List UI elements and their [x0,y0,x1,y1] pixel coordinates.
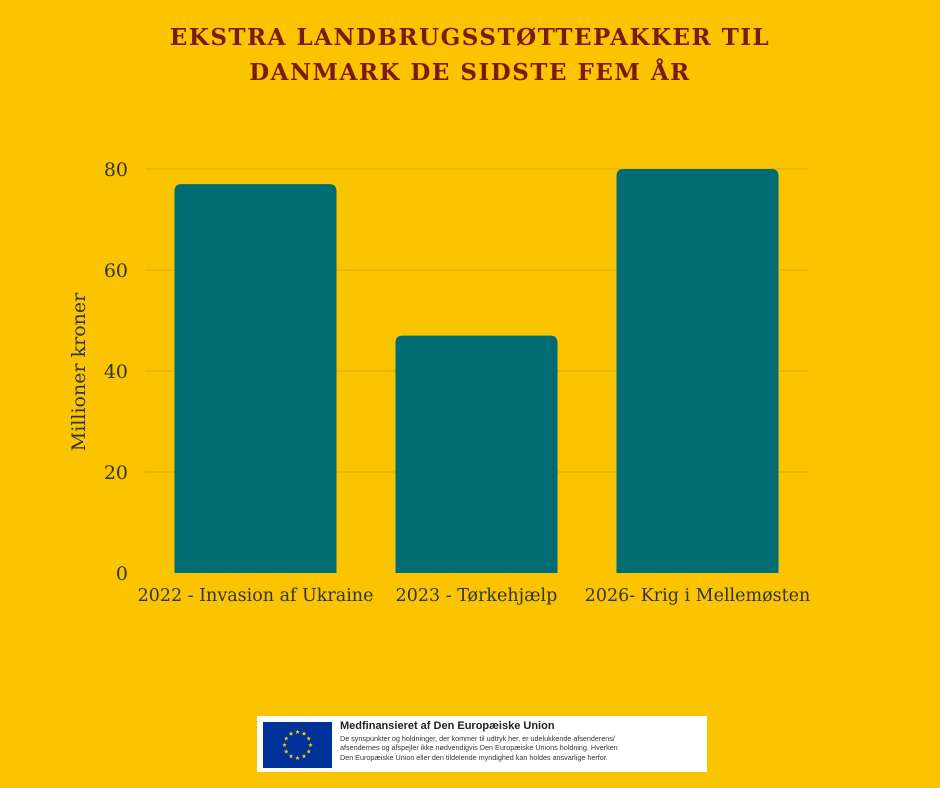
eu-star-icon [288,753,294,759]
eu-disclaimer-line: afsendernes og afspejler ikke nødvendigv… [340,743,618,753]
chart-title: EKSTRA LANDBRUGSSTØTTEPAKKER TIL DANMARK… [0,20,940,90]
chart-title-line-1: EKSTRA LANDBRUGSSTØTTEPAKKER TIL [169,24,771,51]
eu-star-icon [282,742,287,747]
eu-flag-icon [263,722,332,768]
eu-star-icon [283,736,289,741]
x-tick-label: 2023 - Tørkehjælp [396,586,558,606]
eu-disclaimer-line: De synspunkter og holdninger, der kommer… [340,734,615,743]
eu-disclaimer: De synspunkter og holdninger, der kommer… [340,734,702,762]
eu-star-icon [295,729,300,734]
x-tick-label: 2022 - Invasion af Ukraine [138,586,374,606]
eu-star-icon [306,736,312,741]
x-tick-label: 2026- Krig i Mellemøsten [585,586,811,606]
y-tick-label: 20 [104,462,128,484]
bar [395,335,558,573]
eu-funding-heading: Medfinansieret af Den Europæiske Union [340,720,555,732]
eu-star-icon [295,755,300,760]
chart-title-line-2: DANMARK DE SIDSTE FEM ÅR [249,59,691,86]
x-tick-labels: 2022 - Invasion af Ukraine 2023 - Tørkehj… [138,586,811,606]
bar [616,169,779,573]
y-axis-label: Millioner kroner [68,292,90,451]
y-tick-label: 80 [104,159,128,181]
eu-disclaimer-line: Den Europæiske Union eller den tildelend… [340,752,608,762]
bar [174,184,337,573]
eu-star-icon [306,749,312,754]
bars [174,169,779,573]
y-tick-labels: 0 20 40 60 80 [104,159,128,585]
eu-star-icon [283,749,289,754]
eu-star-icon [288,731,294,736]
y-tick-label: 40 [104,361,128,383]
y-tick-label: 0 [116,563,128,585]
y-tick-label: 60 [104,260,128,282]
eu-funding-notice: Medfinansieret af Den Europæiske Union D… [257,716,707,772]
eu-star-icon [301,753,307,759]
eu-star-icon [301,731,307,736]
eu-star-icon [308,742,313,747]
